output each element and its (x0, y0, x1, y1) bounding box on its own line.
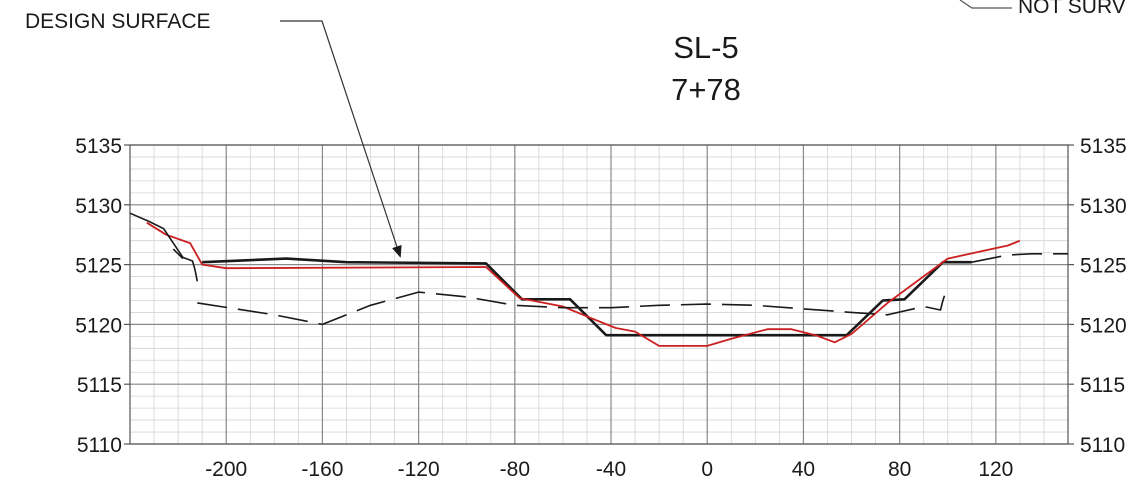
y-tick-label-right: 5130 (1080, 195, 1127, 218)
x-tick-label: -160 (301, 458, 343, 481)
y-tick-label-left: 5135 (75, 135, 122, 158)
y-tick-label-left: 5125 (75, 255, 122, 278)
major-grid (129, 144, 1069, 445)
x-tick-label: -200 (205, 458, 247, 481)
x-tick-label: 120 (978, 458, 1013, 481)
x-tick-label: -40 (596, 458, 626, 481)
x-tick-label: 0 (701, 458, 713, 481)
not-surveyed-leader-line (959, 0, 1012, 9)
series-dashed-line (197, 285, 949, 326)
x-tick-label: -120 (398, 458, 440, 481)
series-existing-line (146, 221, 1021, 347)
y-tick-label-right: 5110 (1080, 434, 1125, 457)
x-tick-label: -80 (500, 458, 530, 481)
y-tick-label-left: 5115 (77, 374, 122, 397)
series-left_dash_stub-line (172, 248, 184, 260)
x-tick-label: 40 (792, 458, 815, 481)
chart-subtitle: 7+78 (671, 72, 741, 107)
y-tick-label-left: 5120 (75, 314, 122, 337)
series-layer (129, 212, 1068, 347)
y-tick-label-right: 5135 (1080, 135, 1127, 158)
chart-title: SL-5 (673, 30, 739, 65)
minor-grid (129, 144, 1069, 445)
design-surface-callout: DESIGN SURFACE (25, 10, 211, 33)
y-tick-label-right: 5120 (1080, 314, 1127, 337)
callout-layer (280, 0, 1012, 258)
plot-frame (129, 144, 1069, 445)
y-tick-label-left: 5130 (75, 195, 122, 218)
x-tick-label: 80 (888, 458, 911, 481)
series-left_original-line (129, 212, 199, 282)
y-tick-label-right: 5115 (1080, 374, 1125, 397)
y-tick-label-right: 5125 (1080, 255, 1127, 278)
series-right_tail-line (971, 253, 1068, 263)
design-surface-leader-line (280, 20, 402, 258)
not-surveyed-callout: NOT SURV (1018, 0, 1126, 18)
tick-labels: -200 -160 -120 -80 -40 0 40 80 120 5110 5110 5115 51… (75, 135, 1126, 481)
y-tick-label-left: 5110 (77, 434, 122, 457)
